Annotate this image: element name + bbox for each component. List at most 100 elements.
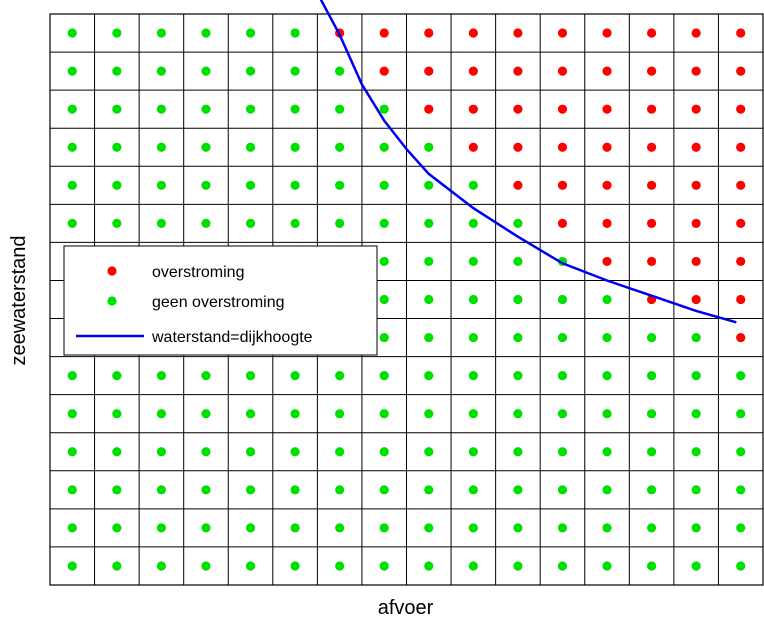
point-geen-overstroming bbox=[201, 66, 211, 76]
point-geen-overstroming bbox=[424, 561, 434, 571]
point-overstroming bbox=[424, 66, 434, 76]
point-geen-overstroming bbox=[290, 409, 300, 419]
point-geen-overstroming bbox=[112, 485, 122, 495]
point-geen-overstroming bbox=[379, 218, 389, 228]
point-overstroming bbox=[691, 180, 701, 190]
point-geen-overstroming bbox=[112, 523, 122, 533]
point-geen-overstroming bbox=[557, 409, 568, 419]
point-overstroming bbox=[424, 28, 434, 38]
point-overstroming bbox=[602, 256, 612, 267]
point-geen-overstroming bbox=[156, 218, 167, 228]
point-geen-overstroming bbox=[67, 142, 77, 152]
point-overstroming bbox=[513, 66, 523, 76]
point-geen-overstroming bbox=[736, 485, 746, 495]
point-overstroming bbox=[691, 142, 701, 152]
legend-label-geen-overstroming: geen overstroming bbox=[152, 294, 285, 311]
point-geen-overstroming bbox=[602, 409, 612, 419]
grid-lines bbox=[50, 14, 763, 585]
point-geen-overstroming bbox=[201, 180, 211, 190]
point-geen-overstroming bbox=[156, 104, 167, 114]
curve-layer bbox=[319, 0, 737, 324]
point-geen-overstroming bbox=[468, 218, 478, 228]
point-overstroming bbox=[557, 66, 568, 76]
point-geen-overstroming bbox=[67, 371, 77, 381]
point-geen-overstroming bbox=[424, 409, 434, 419]
point-overstroming bbox=[646, 142, 657, 152]
point-overstroming bbox=[691, 28, 701, 38]
point-geen-overstroming bbox=[468, 447, 478, 457]
point-geen-overstroming bbox=[245, 371, 256, 381]
point-overstroming bbox=[646, 104, 657, 114]
point-geen-overstroming bbox=[245, 523, 256, 533]
x-axis-label: afvoer bbox=[378, 597, 434, 619]
point-geen-overstroming bbox=[424, 485, 434, 495]
point-geen-overstroming bbox=[468, 294, 478, 305]
point-geen-overstroming bbox=[67, 180, 77, 190]
point-geen-overstroming bbox=[379, 332, 389, 343]
point-geen-overstroming bbox=[646, 447, 657, 457]
point-geen-overstroming bbox=[67, 447, 77, 457]
point-geen-overstroming bbox=[156, 447, 167, 457]
point-geen-overstroming bbox=[602, 561, 612, 571]
point-geen-overstroming bbox=[424, 447, 434, 457]
point-overstroming bbox=[691, 256, 701, 267]
point-geen-overstroming bbox=[67, 485, 77, 495]
point-geen-overstroming bbox=[468, 180, 478, 190]
point-overstroming bbox=[602, 180, 612, 190]
point-geen-overstroming bbox=[646, 561, 657, 571]
point-overstroming bbox=[602, 66, 612, 76]
point-geen-overstroming bbox=[201, 371, 211, 381]
point-geen-overstroming bbox=[424, 180, 434, 190]
point-geen-overstroming bbox=[156, 561, 167, 571]
point-geen-overstroming bbox=[379, 256, 389, 267]
point-geen-overstroming bbox=[112, 561, 122, 571]
point-geen-overstroming bbox=[290, 523, 300, 533]
point-geen-overstroming bbox=[646, 409, 657, 419]
point-geen-overstroming bbox=[468, 256, 478, 267]
curve-waterstand-dijkhoogte bbox=[319, 0, 737, 324]
legend: overstroming geen overstroming waterstan… bbox=[63, 245, 378, 356]
legend-marker-geen-overstroming bbox=[107, 296, 117, 306]
point-geen-overstroming bbox=[736, 409, 746, 419]
point-overstroming bbox=[513, 180, 523, 190]
point-overstroming bbox=[736, 218, 746, 228]
point-geen-overstroming bbox=[379, 485, 389, 495]
point-overstroming bbox=[468, 28, 478, 38]
point-geen-overstroming bbox=[513, 371, 523, 381]
point-geen-overstroming bbox=[335, 409, 345, 419]
point-geen-overstroming bbox=[646, 523, 657, 533]
point-geen-overstroming bbox=[290, 104, 300, 114]
point-geen-overstroming bbox=[379, 104, 389, 114]
point-overstroming bbox=[646, 256, 657, 267]
point-geen-overstroming bbox=[156, 28, 167, 38]
point-geen-overstroming bbox=[290, 561, 300, 571]
point-geen-overstroming bbox=[602, 371, 612, 381]
point-geen-overstroming bbox=[245, 142, 256, 152]
point-geen-overstroming bbox=[424, 371, 434, 381]
point-overstroming bbox=[736, 332, 746, 343]
point-geen-overstroming bbox=[468, 371, 478, 381]
point-geen-overstroming bbox=[67, 28, 77, 38]
point-overstroming bbox=[736, 142, 746, 152]
point-geen-overstroming bbox=[557, 523, 568, 533]
point-geen-overstroming bbox=[112, 218, 122, 228]
point-overstroming bbox=[424, 104, 434, 114]
point-overstroming bbox=[602, 104, 612, 114]
point-geen-overstroming bbox=[646, 371, 657, 381]
point-geen-overstroming bbox=[513, 447, 523, 457]
point-geen-overstroming bbox=[424, 142, 434, 152]
point-geen-overstroming bbox=[290, 485, 300, 495]
point-geen-overstroming bbox=[201, 104, 211, 114]
point-geen-overstroming bbox=[424, 523, 434, 533]
point-geen-overstroming bbox=[201, 218, 211, 228]
point-geen-overstroming bbox=[691, 523, 701, 533]
point-geen-overstroming bbox=[112, 66, 122, 76]
point-geen-overstroming bbox=[156, 180, 167, 190]
point-overstroming bbox=[691, 104, 701, 114]
point-overstroming bbox=[557, 218, 568, 228]
y-axis-label: zeewaterstand bbox=[8, 235, 30, 365]
point-geen-overstroming bbox=[156, 485, 167, 495]
point-geen-overstroming bbox=[646, 485, 657, 495]
point-geen-overstroming bbox=[335, 142, 345, 152]
point-geen-overstroming bbox=[513, 561, 523, 571]
